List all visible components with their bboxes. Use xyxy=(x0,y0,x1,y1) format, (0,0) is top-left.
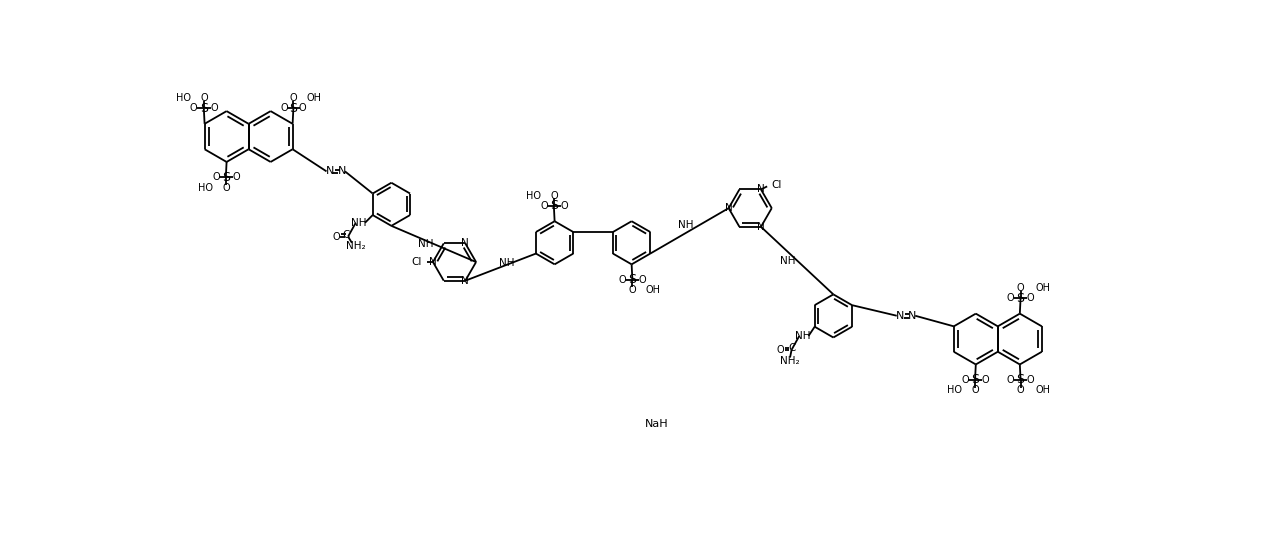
Text: HO: HO xyxy=(197,183,213,193)
Text: N: N xyxy=(896,311,904,321)
Text: O: O xyxy=(1006,293,1014,303)
Text: OH: OH xyxy=(306,93,322,103)
Text: NH: NH xyxy=(795,331,810,341)
Text: NH₂: NH₂ xyxy=(346,241,365,251)
Text: O: O xyxy=(232,173,240,182)
Text: S: S xyxy=(290,102,297,115)
Text: NaH: NaH xyxy=(645,419,669,428)
Text: S: S xyxy=(628,273,636,286)
Text: S: S xyxy=(970,373,979,386)
Text: S: S xyxy=(200,102,208,115)
Text: S: S xyxy=(222,171,229,184)
Text: O: O xyxy=(212,173,219,182)
Text: S: S xyxy=(1017,373,1024,386)
Text: O: O xyxy=(972,385,979,395)
Text: S: S xyxy=(1017,292,1024,305)
Text: NH₂: NH₂ xyxy=(781,355,800,366)
Text: N: N xyxy=(462,276,469,286)
Text: O: O xyxy=(540,201,547,211)
Text: O: O xyxy=(638,275,646,285)
Text: O: O xyxy=(1006,375,1014,385)
Text: O: O xyxy=(981,375,988,385)
Text: O: O xyxy=(962,375,969,385)
Text: O: O xyxy=(200,93,208,103)
Text: NH: NH xyxy=(351,218,367,228)
Text: N: N xyxy=(758,184,765,194)
Text: N: N xyxy=(326,167,333,176)
Text: O: O xyxy=(550,191,558,201)
Text: C: C xyxy=(788,344,795,353)
Text: O: O xyxy=(299,103,306,114)
Text: O: O xyxy=(281,103,288,114)
Text: O: O xyxy=(1017,283,1024,293)
Text: Cl: Cl xyxy=(772,180,782,190)
Text: C: C xyxy=(342,230,350,240)
Text: S: S xyxy=(550,199,558,212)
Text: N: N xyxy=(429,257,437,267)
Text: O: O xyxy=(618,275,626,285)
Text: N: N xyxy=(462,239,469,248)
Text: OH: OH xyxy=(1036,283,1050,293)
Text: O: O xyxy=(1027,293,1035,303)
Text: NH: NH xyxy=(418,239,433,249)
Text: OH: OH xyxy=(645,285,660,295)
Text: O: O xyxy=(190,103,197,114)
Text: O: O xyxy=(290,93,297,103)
Text: HO: HO xyxy=(526,191,541,201)
Text: O: O xyxy=(210,103,218,114)
Text: N: N xyxy=(724,203,732,213)
Text: O: O xyxy=(1027,375,1035,385)
Text: NH: NH xyxy=(781,255,796,266)
Text: N: N xyxy=(908,311,917,321)
Text: NH: NH xyxy=(499,258,514,268)
Text: O: O xyxy=(1017,385,1024,395)
Text: OH: OH xyxy=(1036,385,1050,395)
Text: O: O xyxy=(560,201,568,211)
Text: N: N xyxy=(758,222,765,232)
Text: Cl: Cl xyxy=(412,257,422,267)
Text: HO: HO xyxy=(176,93,191,103)
Text: O: O xyxy=(628,285,636,295)
Text: O: O xyxy=(222,183,229,193)
Text: NH: NH xyxy=(678,220,694,230)
Text: HO: HO xyxy=(947,385,962,395)
Text: O: O xyxy=(777,345,785,355)
Text: N: N xyxy=(337,167,346,176)
Text: O: O xyxy=(333,232,340,242)
